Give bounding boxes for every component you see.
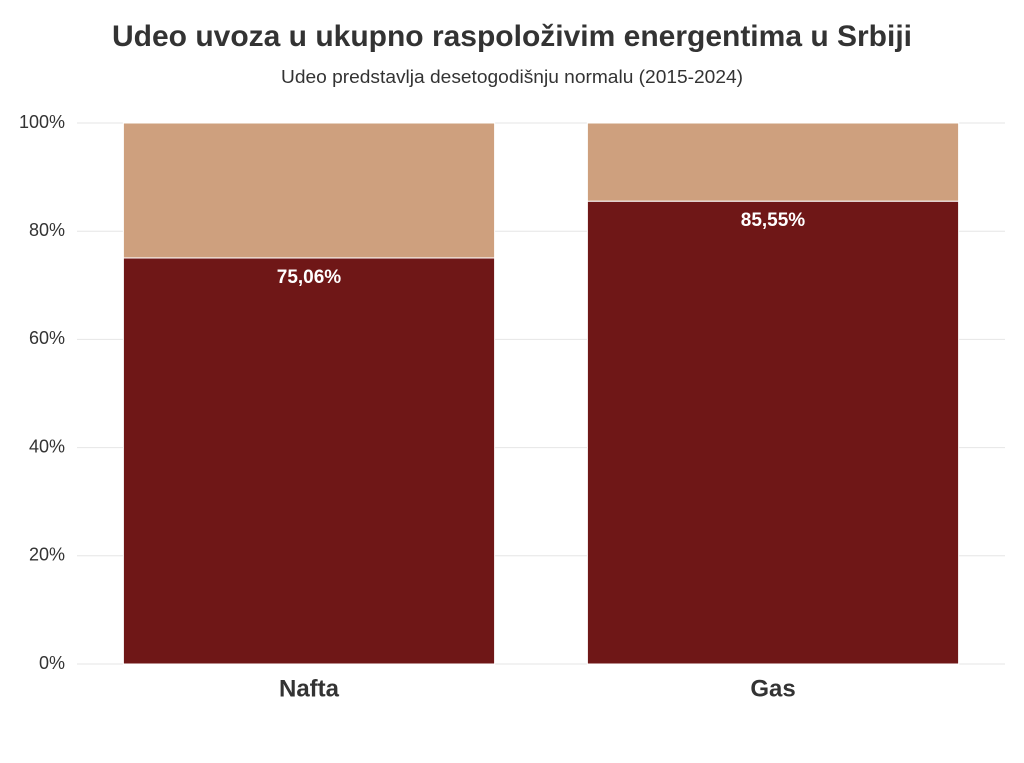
- data-label: 75,06%: [277, 267, 342, 288]
- bar-segment: [122, 257, 496, 665]
- bar-segment: [586, 122, 960, 202]
- bar-segment: [586, 200, 960, 665]
- y-tick-label: 60%: [29, 328, 65, 348]
- chart-title: Udeo uvoza u ukupno raspoloživim energen…: [112, 20, 912, 53]
- y-tick-label: 0%: [39, 653, 65, 673]
- bar-segment: [122, 122, 496, 259]
- chart-subtitle: Udeo predstavlja desetogodišnju normalu …: [281, 67, 743, 87]
- y-tick-label: 100%: [19, 112, 65, 132]
- x-tick-label: Nafta: [279, 675, 340, 702]
- y-tick-label: 40%: [29, 436, 65, 456]
- y-tick-label: 80%: [29, 220, 65, 240]
- data-label: 85,55%: [741, 210, 806, 231]
- y-tick-label: 20%: [29, 545, 65, 565]
- x-tick-label: Gas: [750, 675, 795, 702]
